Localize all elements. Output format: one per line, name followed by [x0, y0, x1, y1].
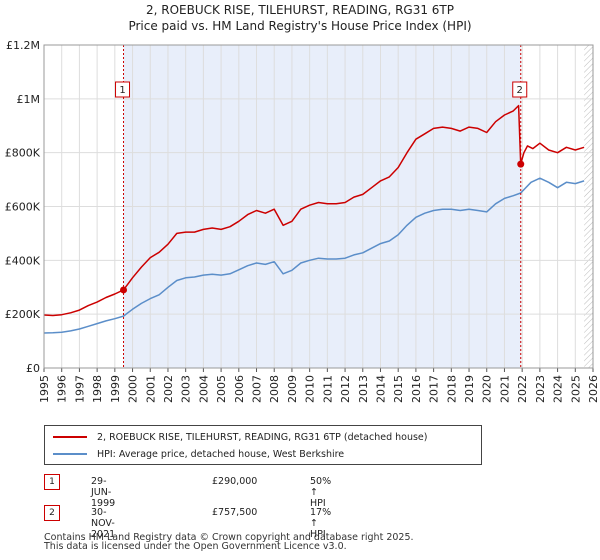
sale-point — [517, 160, 525, 168]
y-tick-label: £200K — [5, 308, 41, 321]
y-tick-label: £600K — [5, 201, 41, 214]
x-tick-label: 2025 — [569, 375, 582, 403]
x-tick-label: 2011 — [321, 375, 334, 403]
series-line-hpi — [43, 177, 585, 334]
annotation-hpi-2: 17% ↑ HPI — [310, 507, 332, 540]
x-tick-label: 1996 — [56, 375, 69, 403]
x-tick-label: 2004 — [197, 375, 210, 403]
sale-label-box — [512, 81, 528, 98]
x-tick-label: 2013 — [357, 375, 370, 403]
x-tick-label: 1999 — [109, 375, 122, 403]
sale-label-box — [115, 81, 131, 98]
annotation-badge-1: 1 — [44, 474, 60, 490]
legend-swatch-hpi — [53, 453, 87, 455]
x-tick-label: 2000 — [127, 375, 140, 403]
annotation-price-2: £757,500 — [212, 507, 258, 518]
x-tick-label: 2015 — [392, 375, 405, 403]
x-tick-label: 1997 — [73, 375, 86, 403]
legend-swatch-property — [53, 436, 87, 438]
y-tick-label: £1M — [17, 93, 41, 106]
x-tick-label: 2003 — [180, 375, 193, 403]
plot-frame — [43, 44, 594, 369]
y-tick-label: £800K — [5, 147, 41, 160]
x-tick-label: 2024 — [552, 375, 565, 403]
x-tick-label: 2006 — [233, 375, 246, 403]
x-tick-label: 2016 — [410, 375, 423, 403]
x-tick-label: 2022 — [516, 375, 529, 403]
legend-item-hpi: HPI: Average price, detached house, West… — [53, 447, 344, 461]
x-tick-label: 2005 — [215, 375, 228, 403]
x-tick-label: 2014 — [374, 375, 387, 403]
footer-copyright: Contains HM Land Registry data © Crown c… — [44, 532, 414, 543]
x-tick-label: 2021 — [498, 375, 511, 403]
x-tick-label: 2019 — [463, 375, 476, 403]
x-tick-label: 2018 — [445, 375, 458, 403]
chart-subtitle: Price paid vs. HM Land Registry's House … — [128, 19, 472, 33]
series-line-property — [43, 104, 585, 317]
sale-label-number: 2 — [517, 85, 523, 96]
sale-point — [120, 286, 128, 294]
legend-label-property: 2, ROEBUCK RISE, TILEHURST, READING, RG3… — [97, 431, 428, 443]
legend-label-hpi: HPI: Average price, detached house, West… — [97, 448, 345, 460]
x-tick-label: 2017 — [428, 375, 441, 403]
annotation-date-2: 30-NOV-2021 — [91, 507, 116, 540]
footer-license: This data is licensed under the Open Gov… — [44, 541, 347, 552]
annotation-date-1: 29-JUN-1999 — [91, 476, 116, 509]
x-tick-label: 2008 — [268, 375, 281, 403]
legend: 2, ROEBUCK RISE, TILEHURST, READING, RG3… — [44, 425, 482, 465]
x-tick-label: 2023 — [534, 375, 547, 403]
sale-label-number: 1 — [119, 85, 125, 96]
x-tick-label: 2020 — [481, 375, 494, 403]
price-chart: 1 2 1995 1996 1997 1998 1999 2000 2001 2002 2003 2… — [5, 39, 600, 403]
y-tick-label: £1.2M — [6, 39, 40, 52]
legend-item-property: 2, ROEBUCK RISE, TILEHURST, READING, RG3… — [53, 430, 427, 444]
annotation-price-1: £290,000 — [212, 476, 258, 487]
x-tick-label: 2002 — [162, 375, 175, 403]
x-tick-label: 2001 — [144, 375, 157, 403]
x-tick-label: 2012 — [339, 375, 352, 403]
x-tick-label: 1998 — [91, 375, 104, 403]
x-tick-label: 2009 — [286, 375, 299, 403]
annotation-hpi-1: 50% ↑ HPI — [310, 476, 332, 509]
y-tick-label: £0 — [26, 362, 40, 375]
y-tick-label: £400K — [5, 254, 41, 267]
chart-title: 2, ROEBUCK RISE, TILEHURST, READING, RG3… — [145, 3, 454, 17]
x-tick-label: 1995 — [38, 375, 51, 403]
x-tick-label: 2010 — [304, 375, 317, 403]
annotation-badge-2: 2 — [44, 505, 60, 521]
x-tick-label: 2007 — [251, 375, 264, 403]
x-tick-label: 2026 — [587, 375, 600, 403]
